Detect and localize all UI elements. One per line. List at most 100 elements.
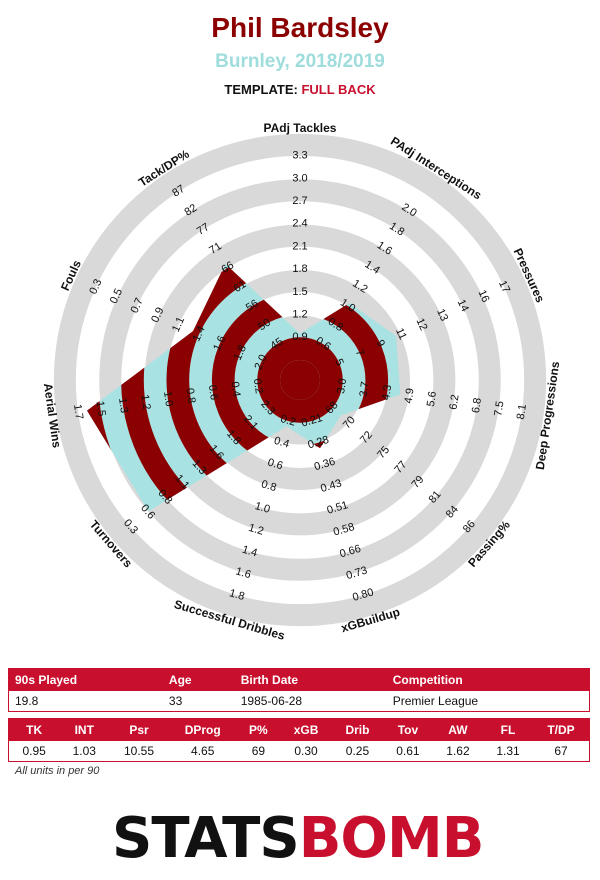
template-label: TEMPLATE: xyxy=(224,82,298,97)
template-line: TEMPLATE: FULL BACK xyxy=(0,82,600,97)
tick-label: 82 xyxy=(183,202,200,219)
tick-label: 77 xyxy=(195,221,212,238)
tick-label: 0.8 xyxy=(260,478,278,494)
tick-label: 1.5 xyxy=(292,286,307,298)
stats-header-6: Drib xyxy=(331,718,383,741)
info-value-2: 1985-06-28 xyxy=(240,694,303,708)
tick-label: 0.66 xyxy=(338,543,362,561)
tick-label: 4.3 xyxy=(380,384,394,401)
stats-value-7: 0.61 xyxy=(396,744,420,758)
stats-value-5: 0.30 xyxy=(294,744,318,758)
tick-label: 13 xyxy=(434,307,450,323)
tick-label: 1.8 xyxy=(232,343,249,362)
team-season: Burnley, 2018/2019 xyxy=(215,51,385,72)
grid-ring xyxy=(53,133,547,627)
tick-label: 7 xyxy=(353,347,366,358)
info-value-3: Premier League xyxy=(392,694,479,708)
tick-label: 0.8 xyxy=(183,387,197,404)
tick-label: 5.6 xyxy=(425,391,439,408)
info-value-0: 19.8 xyxy=(15,694,39,708)
tick-label: 6.2 xyxy=(448,394,462,411)
tick-label: 0.6 xyxy=(266,457,284,473)
tick-label: 1.3 xyxy=(116,397,130,414)
tick-label: 1.7 xyxy=(71,403,85,420)
tick-label: 0.4 xyxy=(228,381,242,398)
stats-value-1: 1.03 xyxy=(72,744,96,758)
tick-label: 2.4 xyxy=(292,218,307,230)
stats-value-4: 69 xyxy=(251,744,266,758)
tick-label: 0.6 xyxy=(206,384,220,401)
info-value-1: 33 xyxy=(168,694,183,708)
logo-text-1: STATS xyxy=(112,806,300,871)
tick-label: 5 xyxy=(332,357,345,368)
stats-header-8: AW xyxy=(432,718,483,741)
template-value: FULL BACK xyxy=(301,82,376,97)
stats-header-0: TK xyxy=(8,718,60,741)
tick-label: 7.5 xyxy=(492,400,506,417)
tick-label: 12 xyxy=(413,316,429,332)
info-header-0: 90s Played xyxy=(8,668,163,691)
tick-label: 0.73 xyxy=(345,565,369,583)
tick-label: 0.58 xyxy=(332,521,356,539)
stats-header-1: INT xyxy=(59,718,110,741)
tick-label: 1.8 xyxy=(228,587,246,603)
stats-value-2: 10.55 xyxy=(123,744,155,758)
tick-label: 0.9 xyxy=(149,306,166,325)
tick-label: 1.6 xyxy=(234,565,252,581)
tick-label: 2.1 xyxy=(292,240,307,252)
tick-label: 0.28 xyxy=(306,434,330,452)
tick-label: 1.6 xyxy=(211,334,228,353)
stats-value-10: 67 xyxy=(554,744,568,758)
tick-label: 1.2 xyxy=(247,522,265,538)
tick-label: 3.0 xyxy=(292,172,307,184)
tick-label: 0.36 xyxy=(313,456,337,474)
logo-text-3: OMB xyxy=(340,806,484,871)
tick-label: 1.0 xyxy=(253,500,271,516)
stats-value-6: 0.25 xyxy=(345,744,370,758)
tick-label: 0.51 xyxy=(326,499,350,517)
stats-header-7: Tov xyxy=(382,718,433,741)
tick-label: 1.2 xyxy=(292,309,307,321)
tick-label: 4.9 xyxy=(403,387,417,404)
units-note: All units in per 90 xyxy=(15,765,100,777)
tick-label: 3.3 xyxy=(292,150,307,162)
center-disc xyxy=(280,360,320,400)
stats-value-8: 1.62 xyxy=(446,744,470,758)
tick-label: 1.4 xyxy=(190,324,207,343)
stats-header-5: xGB xyxy=(280,718,332,741)
info-header-1: Age xyxy=(162,668,235,691)
tick-label: 1.5 xyxy=(94,400,108,417)
stats-value-0: 0.95 xyxy=(22,744,46,758)
tick-label: 0.3 xyxy=(87,277,104,296)
tick-label: 61 xyxy=(232,278,249,295)
stats-header-4: P% xyxy=(236,718,281,741)
info-header-2: Birth Date xyxy=(234,668,387,691)
stats-value-3: 4.65 xyxy=(191,744,215,758)
tick-label: 0.21 xyxy=(300,412,324,430)
statsbomb-logo: STATSBOMB xyxy=(112,806,484,871)
stats-value-9: 1.31 xyxy=(496,744,520,758)
tick-label: 3.0 xyxy=(335,378,349,395)
tick-label: 1.8 xyxy=(292,263,307,275)
tick-label: 56 xyxy=(244,297,261,314)
stats-header-3: DProg xyxy=(168,718,237,741)
info-header-3: Competition xyxy=(386,668,590,691)
tick-label: 1.4 xyxy=(241,544,259,560)
tick-label: 87 xyxy=(170,183,187,200)
player-info-table: 90s Played Age Birth Date Competition 19.8 3… xyxy=(8,668,590,712)
tick-label: 0.9 xyxy=(292,331,307,343)
tick-label: 6.8 xyxy=(470,397,484,414)
tick-label: 8.1 xyxy=(515,403,529,420)
tick-label: 2.0 xyxy=(252,353,269,372)
tick-label: 0.4 xyxy=(273,435,291,451)
tick-label: 71 xyxy=(207,240,224,257)
tick-label: 50 xyxy=(256,317,273,334)
tick-label: 2.7 xyxy=(292,195,307,207)
grid-ring xyxy=(99,179,501,581)
tick-label: 0.7 xyxy=(129,296,146,315)
player-name: Phil Bardsley xyxy=(211,12,389,43)
tick-label: 1.2 xyxy=(138,394,152,411)
tick-label: 3.7 xyxy=(358,381,372,398)
metric-label: PAdj Tackles xyxy=(264,121,337,135)
tick-label: 0.2 xyxy=(279,413,297,429)
